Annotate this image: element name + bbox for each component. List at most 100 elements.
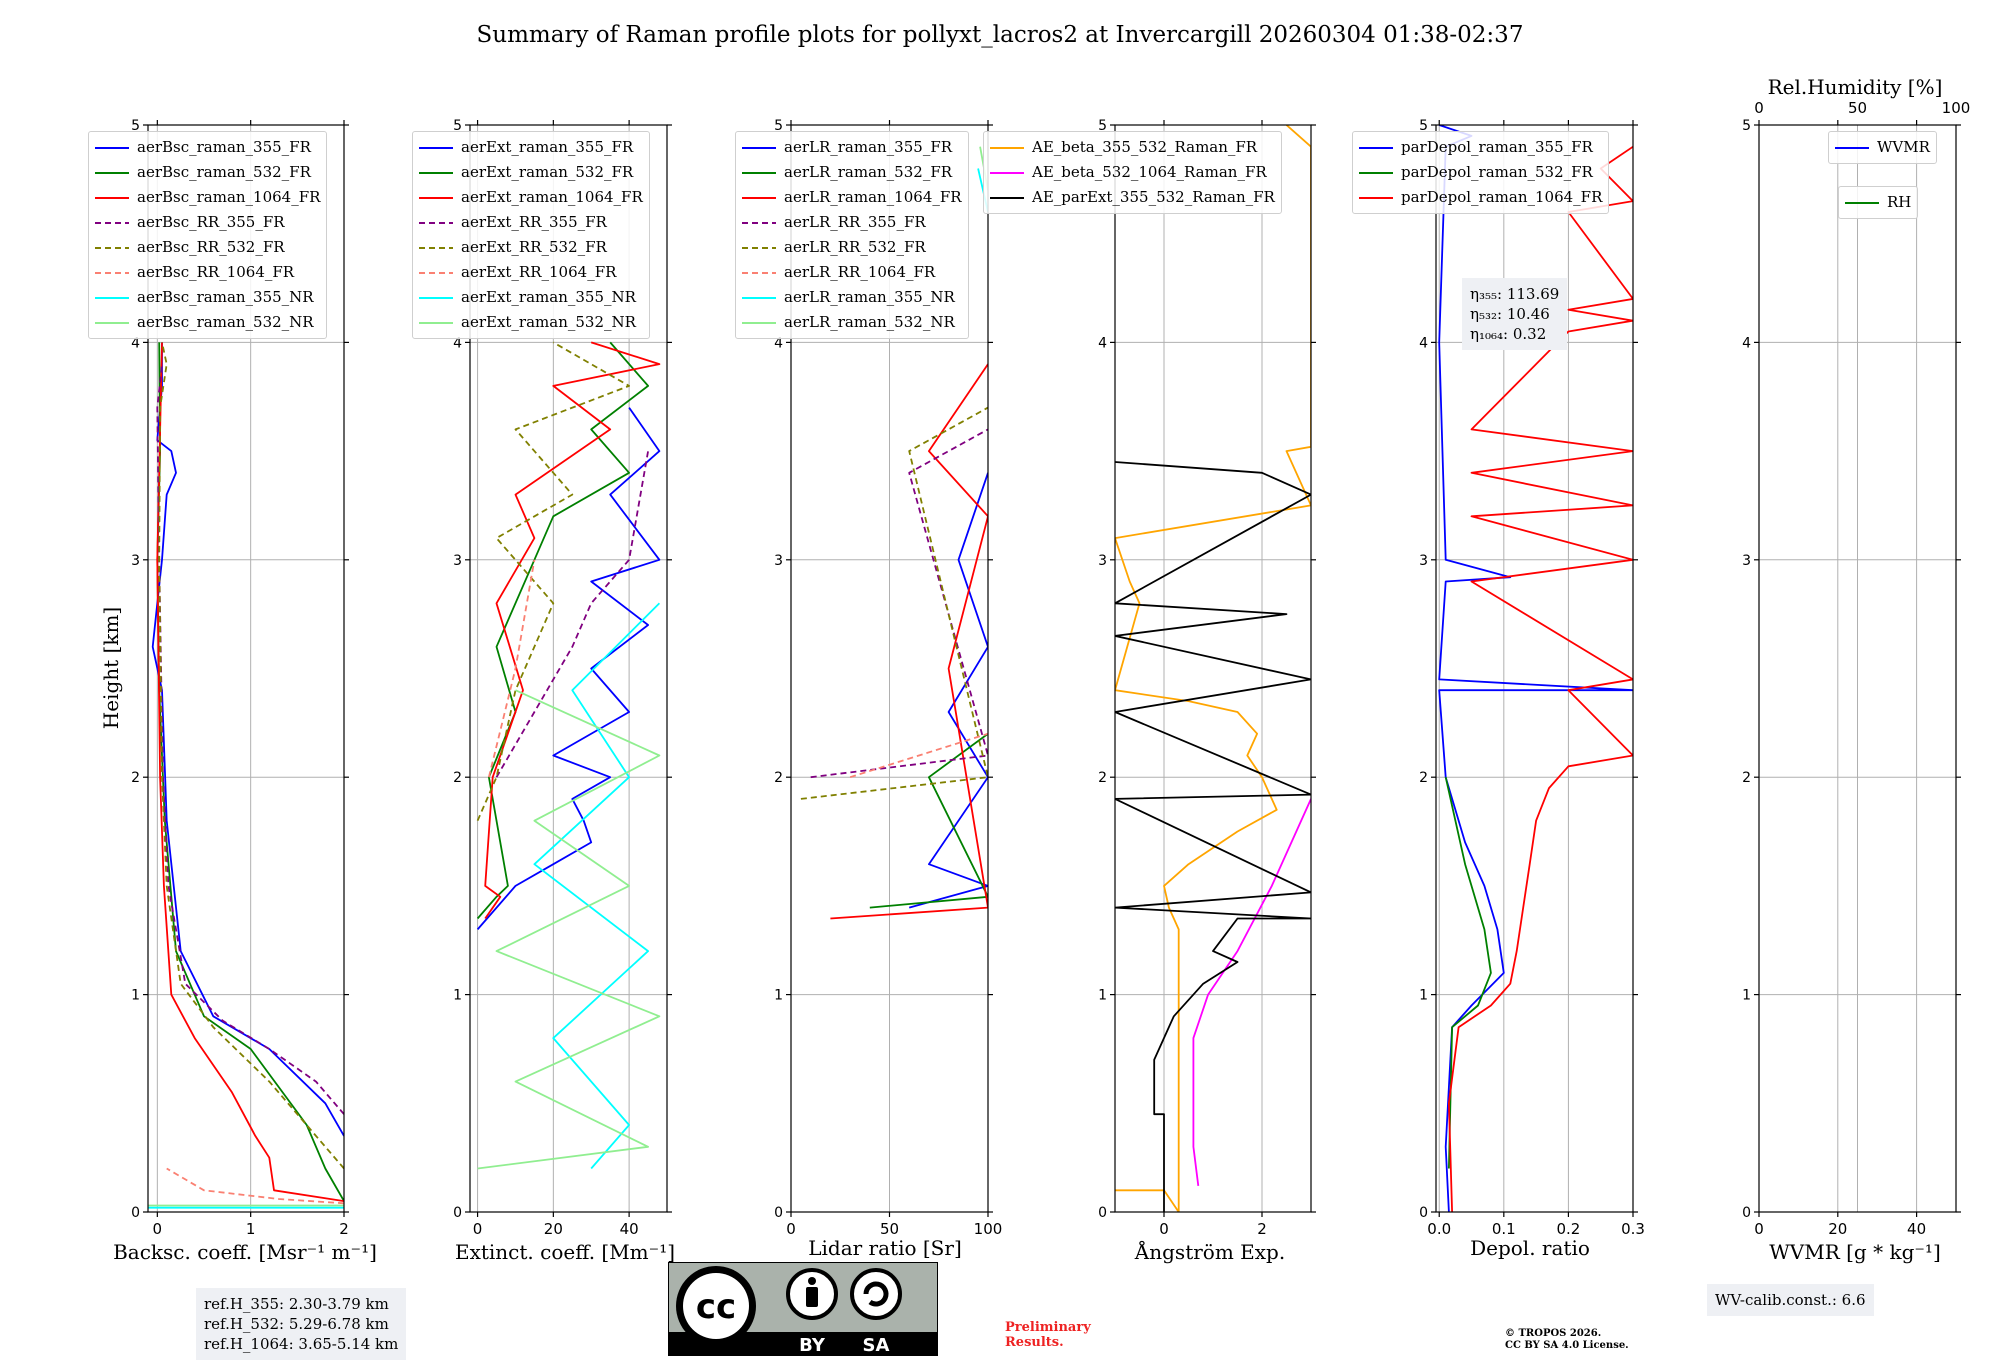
series-line-aerExt_RR_1064_FR (488, 559, 536, 778)
cc-letters: cc (696, 1287, 736, 1327)
legend-label: aerLR_RR_532_FR (784, 238, 926, 256)
preliminary-line-1: Preliminary (1005, 1320, 1091, 1335)
ref-height-532: ref.H_532: 5.29-6.78 km (204, 1315, 389, 1333)
x-axis-label-depol: Depol. ratio (1470, 1236, 1590, 1260)
copyright-line-2: CC BY SA 4.0 License. (1505, 1340, 1629, 1351)
y-tick-label: 1 (453, 988, 462, 1004)
series-line-aerExt_raman_1064_FR (484, 341, 661, 920)
legend-entry: aerExt_RR_532_FR (419, 235, 643, 260)
legend-entry: aerLR_RR_1064_FR (742, 260, 962, 285)
series-line-aerLR_raman_1064_FR (830, 363, 988, 920)
legend-label: aerBsc_RR_355_FR (137, 213, 285, 231)
legend-entry: aerExt_raman_355_NR (419, 285, 643, 310)
by-icon-head (808, 1277, 816, 1285)
legend-entry: aerExt_RR_355_FR (419, 210, 643, 235)
y-tick-label: 3 (453, 553, 462, 569)
legend-label: aerExt_raman_355_NR (461, 288, 636, 306)
y-tick-label: 1 (131, 988, 140, 1004)
legend-entry: parDepol_raman_1064_FR (1359, 185, 1602, 210)
legend-label: aerLR_RR_355_FR (784, 213, 926, 231)
series-line-AE_beta_532_1064_Raman_FR (1192, 798, 1311, 1187)
y-tick-label: 0 (131, 1205, 140, 1221)
cc-by-sa-badge: cc BY SA (668, 1262, 938, 1356)
x-tick-label: 2 (339, 1220, 349, 1238)
y-tick-label: 0 (1419, 1205, 1428, 1221)
series-line-aerExt_raman_355_NR (533, 602, 661, 1170)
series-line-aerExt_raman_355_FR (476, 407, 661, 930)
x-tick-label: 40 (1907, 1220, 1926, 1238)
figure-title: Summary of Raman profile plots for polly… (476, 22, 1524, 48)
legend-angstrom: AE_beta_355_532_Raman_FR AE_beta_532_106… (983, 131, 1282, 214)
x-axis-label-wvmr: WVMR [g * kg⁻¹] (1769, 1240, 1941, 1264)
legend-entry: aerExt_raman_532_NR (419, 310, 643, 335)
legend-label: aerExt_RR_532_FR (461, 238, 607, 256)
top-x-tick-label: 100 (1942, 99, 1971, 117)
legend-label: aerExt_RR_1064_FR (461, 263, 617, 281)
legend-label: parDepol_raman_1064_FR (1401, 188, 1603, 206)
x-tick-label: 0 (153, 1220, 163, 1238)
legend-entry: parDepol_raman_355_FR (1359, 135, 1602, 160)
axes-frame (1114, 124, 1312, 1213)
y-tick-label: 4 (1742, 335, 1751, 351)
by-label: BY (799, 1335, 826, 1356)
axes-frame (1435, 124, 1634, 1213)
y-tick-label: 2 (1419, 770, 1428, 786)
legend-label: aerExt_raman_1064_FR (461, 188, 643, 206)
y-tick-label: 4 (453, 335, 462, 351)
y-tick-label: 2 (131, 770, 140, 786)
by-icon-body (806, 1287, 818, 1307)
legend-label: aerBsc_raman_355_FR (137, 138, 311, 156)
y-tick-label: 1 (1742, 988, 1751, 1004)
axes-frame (1758, 124, 1957, 1213)
y-tick-label: 1 (1419, 988, 1428, 1004)
legend-rh: RH (1838, 186, 1919, 219)
x-tick-label: 40 (620, 1220, 639, 1238)
legend-label: aerBsc_RR_1064_FR (137, 263, 295, 281)
x-tick-label: 100 (974, 1220, 1003, 1238)
copyright-notice: © TROPOS 2026. CC BY SA 4.0 License. (1505, 1328, 1629, 1352)
legend-label: aerExt_raman_355_FR (461, 138, 634, 156)
legend-label: aerExt_RR_355_FR (461, 213, 607, 231)
legend-label: AE_parExt_355_532_Raman_FR (1032, 188, 1275, 206)
legend-entry: AE_parExt_355_532_Raman_FR (990, 185, 1275, 210)
legend-entry: aerLR_raman_355_NR (742, 285, 962, 310)
y-tick-label: 3 (774, 553, 783, 569)
y-tick-label: 5 (774, 118, 783, 134)
x-tick-label: 1 (246, 1220, 256, 1238)
y-tick-label: 3 (131, 553, 140, 569)
y-tick-label: 0 (1742, 1205, 1751, 1221)
legend-label: aerLR_raman_355_FR (784, 138, 953, 156)
legend-label: AE_beta_532_1064_Raman_FR (1032, 163, 1267, 181)
legend-entry: aerBsc_RR_1064_FR (95, 260, 320, 285)
legend-entry: AE_beta_355_532_Raman_FR (990, 135, 1275, 160)
x-tick-label: 2 (1257, 1220, 1267, 1238)
legend-lidar-ratio: aerLR_raman_355_FR aerLR_raman_532_FR ae… (735, 131, 969, 339)
legend-entry: RH (1845, 190, 1911, 215)
series-line-aerLR_RR_1064_FR (849, 732, 988, 779)
legend-label: aerBsc_raman_532_NR (137, 313, 314, 331)
sa-label: SA (863, 1335, 890, 1356)
series-line-aerLR_raman_355_FR (908, 472, 988, 909)
x-axis-label-rel-humidity: Rel.Humidity [%] (1767, 75, 1943, 99)
copyright-line-1: © TROPOS 2026. (1505, 1328, 1602, 1339)
x-tick-label: 0.0 (1427, 1220, 1451, 1238)
top-x-tick-label: 50 (1848, 99, 1867, 117)
legend-entry: aerExt_raman_532_FR (419, 160, 643, 185)
x-tick-label: 50 (880, 1220, 899, 1238)
x-axis-label-extinction: Extinct. coeff. [Mm⁻¹] (454, 1240, 676, 1264)
legend-backscatter: aerBsc_raman_355_FR aerBsc_raman_532_FR … (88, 131, 328, 339)
legend-label: AE_beta_355_532_Raman_FR (1032, 138, 1258, 156)
series-line-parDepol_raman_1064_FR (1448, 145, 1633, 1212)
legend-label: parDepol_raman_355_FR (1401, 138, 1593, 156)
legend-label: aerExt_raman_532_NR (461, 313, 636, 331)
x-tick-label: 0.3 (1621, 1220, 1645, 1238)
legend-entry: aerExt_raman_355_FR (419, 135, 643, 160)
y-tick-label: 2 (1098, 770, 1107, 786)
ref-height-1064: ref.H_1064: 3.65-5.14 km (204, 1335, 399, 1353)
axes-frame (147, 124, 345, 1213)
legend-entry: aerBsc_RR_355_FR (95, 210, 320, 235)
legend-entry: aerLR_RR_355_FR (742, 210, 962, 235)
ref-height-355: ref.H_355: 2.30-3.79 km (204, 1295, 389, 1313)
y-tick-label: 5 (1419, 118, 1428, 134)
